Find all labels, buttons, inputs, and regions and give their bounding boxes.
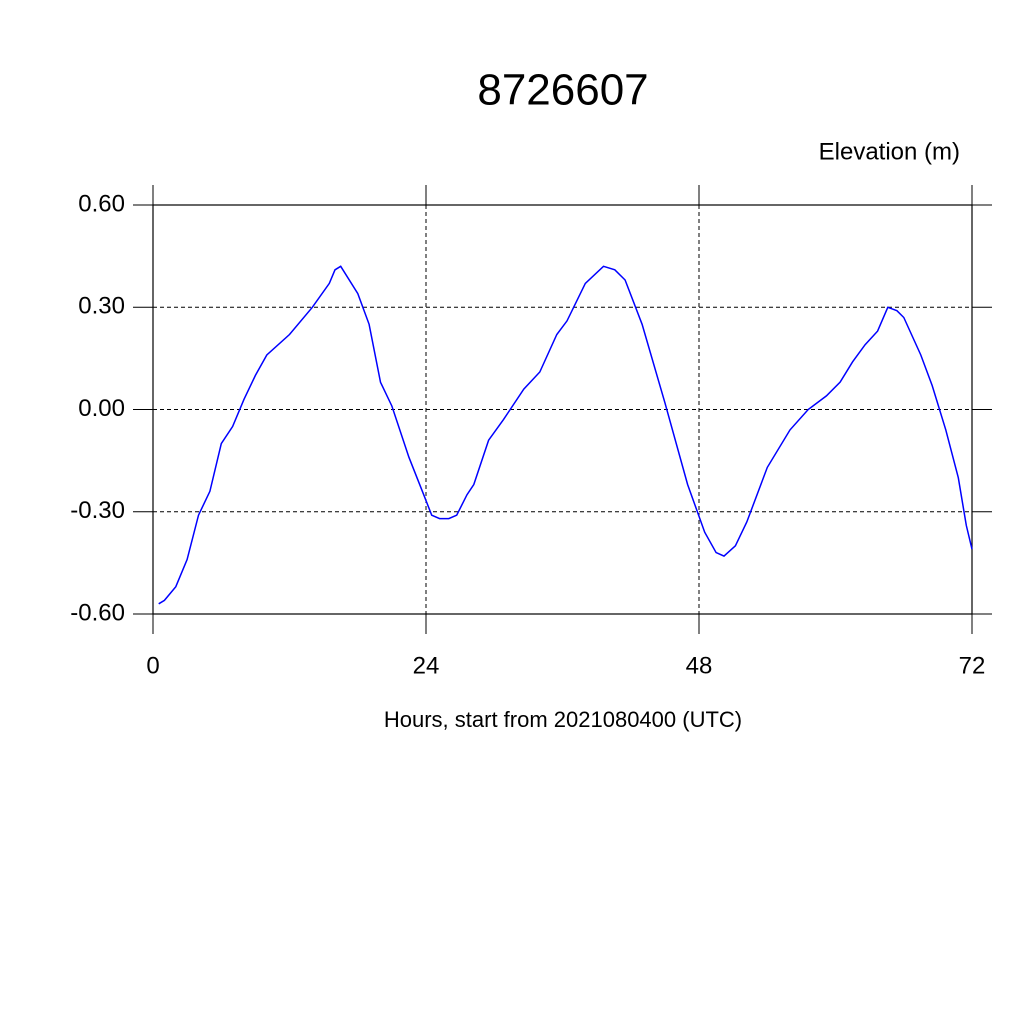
y-tick-label: 0.60 [78, 190, 125, 217]
x-tick-label: 48 [686, 652, 713, 679]
x-tick-label: 72 [959, 652, 986, 679]
data-line [158, 265, 973, 605]
x-axis-label: Hours, start from 2021080400 (UTC) [384, 707, 742, 732]
y-tick-label: -0.30 [70, 497, 125, 524]
chart-title: 8726607 [477, 66, 648, 115]
y-tick-label: 0.30 [78, 293, 125, 320]
y-tick-label: 0.00 [78, 395, 125, 422]
y-tick-label: -0.60 [70, 599, 125, 626]
x-tick-label: 0 [146, 652, 159, 679]
x-tick-label: 24 [413, 652, 440, 679]
y-axis-label: Elevation (m) [819, 138, 960, 165]
